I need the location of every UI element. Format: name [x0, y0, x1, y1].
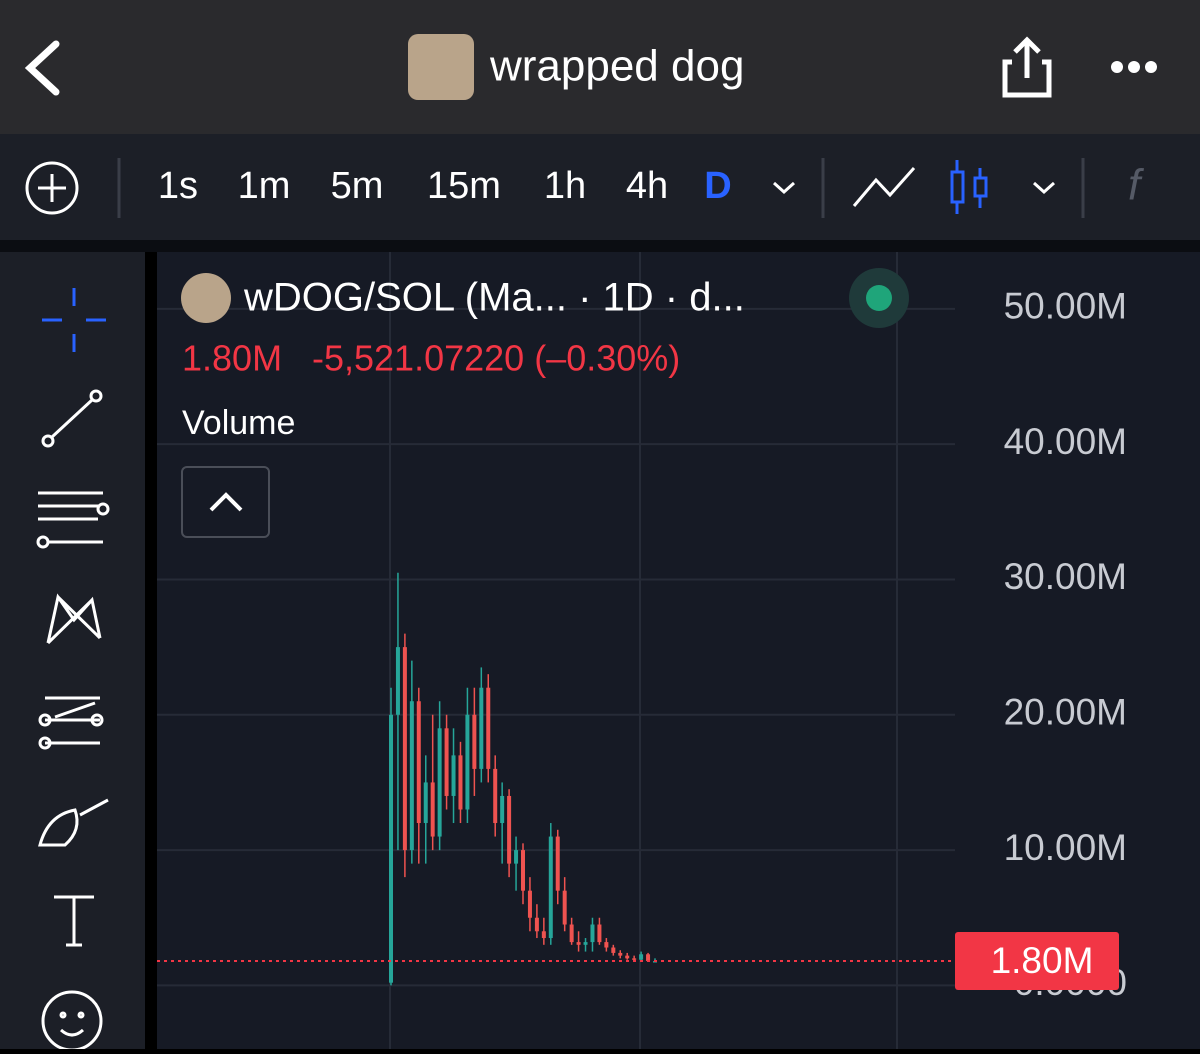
last-price: 1.80M [182, 338, 282, 379]
candle-body [437, 728, 442, 837]
candle-body [479, 687, 484, 769]
toolbar [0, 134, 1200, 240]
candle-body [646, 954, 651, 962]
status-dot [866, 285, 892, 311]
tool-icons[interactable] [36, 288, 110, 1052]
interval-button[interactable]: 1h [544, 165, 586, 207]
interval-button[interactable]: 1s [158, 165, 198, 207]
price-change: -5,521.07220 (–0.30%) [312, 338, 680, 379]
interval-button[interactable]: 4h [626, 165, 668, 207]
y-tick-label: 50.00M [1004, 286, 1127, 327]
interval-button[interactable]: 1m [238, 165, 291, 207]
y-tick-label: 30.00M [1004, 556, 1127, 597]
candle-body [555, 836, 560, 891]
candle-body [534, 917, 539, 932]
study-name: Volume [182, 404, 295, 442]
separator [0, 240, 1200, 252]
candle-body [402, 647, 407, 851]
chart-type-dropdown[interactable] [1032, 181, 1056, 195]
candle-body [514, 850, 519, 864]
interval-button[interactable]: 5m [331, 165, 384, 207]
candle-body [604, 942, 609, 948]
candle-body [458, 755, 463, 810]
candle-body [597, 924, 602, 943]
candle-type-button[interactable] [950, 160, 988, 214]
candle-body [590, 924, 595, 943]
candle-body [389, 714, 393, 983]
candle-body [562, 890, 567, 925]
add-button[interactable] [25, 161, 79, 215]
candle-body [416, 701, 421, 824]
candle-body [395, 647, 400, 715]
line-type-button[interactable] [852, 167, 916, 207]
interval-button[interactable]: 15m [427, 165, 501, 207]
candle-body [541, 931, 546, 939]
candle-body [569, 924, 574, 943]
candle-body [632, 958, 637, 960]
top-bar [0, 0, 1200, 134]
candle-body [472, 714, 477, 769]
candle-body [618, 952, 623, 956]
candle-body [430, 782, 435, 837]
candle-body [507, 795, 512, 864]
candle-body [611, 947, 616, 953]
candle-body [521, 850, 525, 891]
y-tick-label: 20.00M [1004, 692, 1127, 733]
candle-body [465, 714, 470, 810]
candle-body [625, 955, 630, 959]
pair-avatar [181, 273, 231, 323]
page-title: wrapped dog [489, 42, 744, 91]
candle-body [486, 687, 491, 769]
y-tick-label: 10.00M [1004, 827, 1127, 868]
candle-body [500, 795, 505, 824]
interval-dropdown[interactable] [772, 181, 796, 195]
back-button[interactable] [24, 40, 60, 96]
candle-body [444, 728, 449, 796]
more-button[interactable] [1111, 61, 1157, 73]
pair-name: wDOG/SOL (Ma... · 1D · d... [243, 276, 745, 320]
collapse-icon [209, 492, 243, 512]
token-avatar [408, 34, 474, 100]
candle-body [409, 701, 414, 851]
candle-body [493, 768, 498, 824]
y-tick-label: 40.00M [1004, 421, 1127, 462]
candle-body [583, 942, 588, 945]
last-price-label: 1.80M [991, 940, 1094, 981]
candle-body [451, 755, 456, 796]
candle-body [527, 890, 532, 918]
interval-button[interactable]: D [704, 165, 731, 207]
chart-area [157, 252, 1200, 1049]
candle-body [576, 942, 581, 945]
collapse-button[interactable] [181, 466, 270, 538]
share-button[interactable] [1002, 36, 1052, 98]
candle-body [423, 782, 428, 824]
candle-body [639, 954, 644, 960]
last-price-tag [955, 932, 1119, 991]
candle-body [548, 836, 553, 939]
